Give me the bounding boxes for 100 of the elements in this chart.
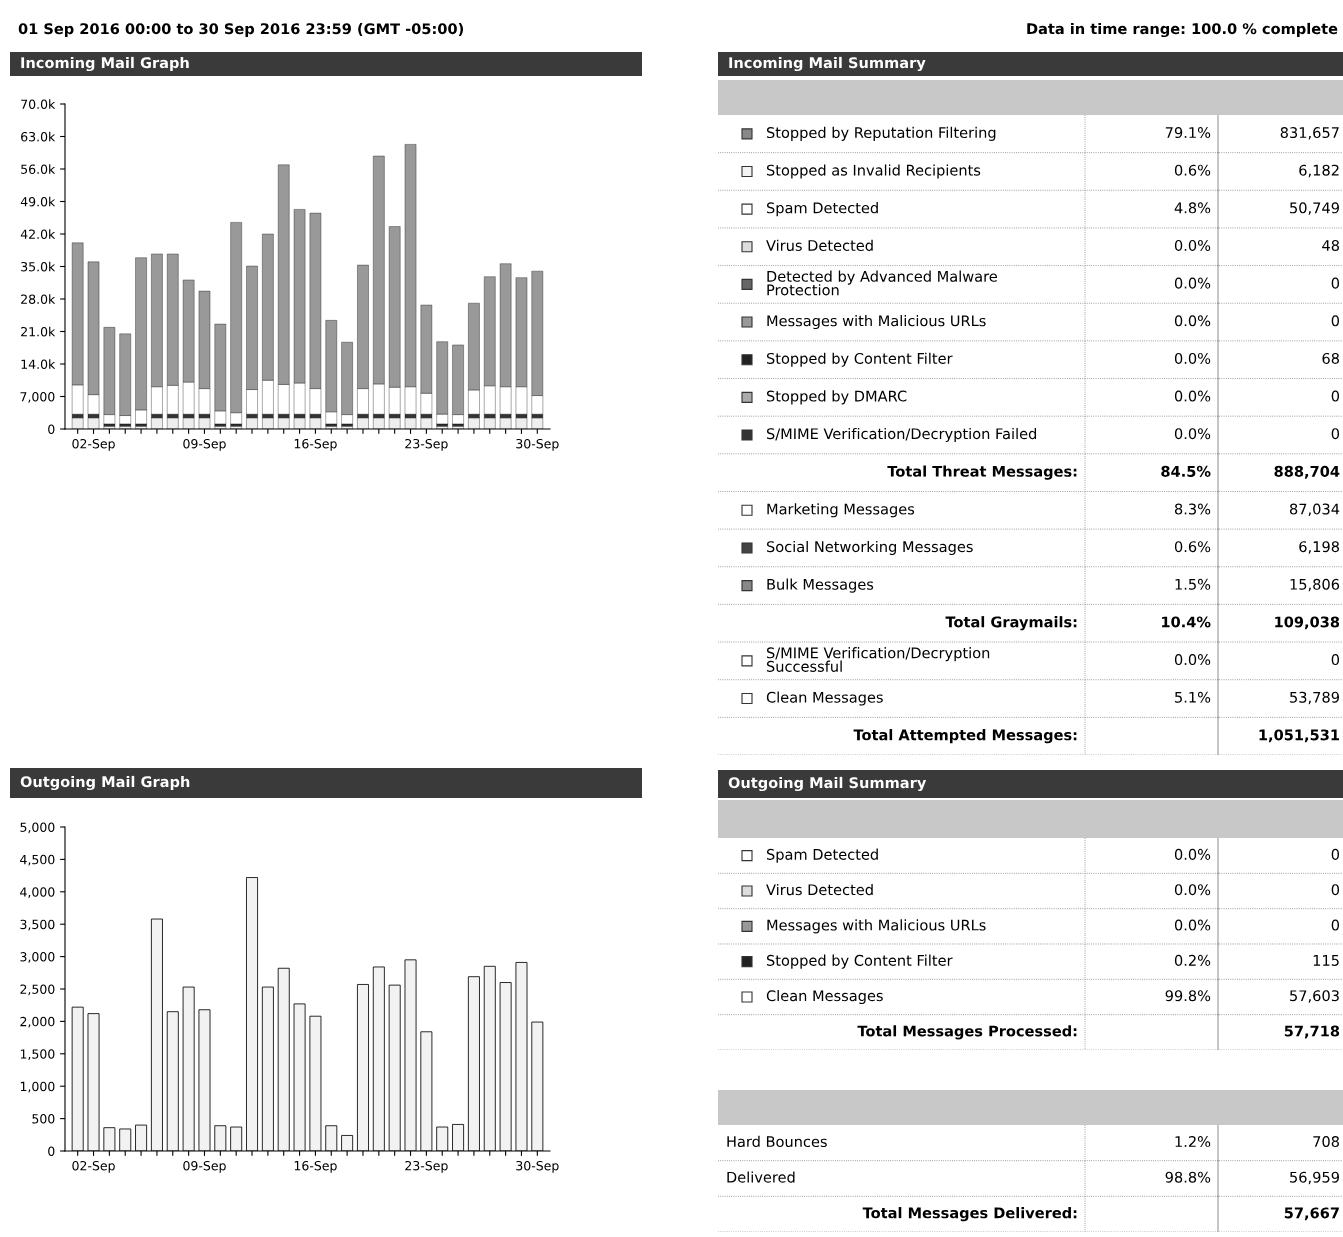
category-label: Stopped by Content Filter bbox=[766, 352, 953, 367]
text: 1.5% bbox=[1175, 578, 1211, 590]
category-label: Stopped by Reputation Filtering bbox=[766, 126, 996, 141]
text: 48 bbox=[1322, 239, 1339, 251]
text: 115 bbox=[1313, 955, 1339, 966]
text: 0.0% bbox=[1174, 654, 1211, 666]
y-tick-label: 14.0k bbox=[21, 359, 56, 369]
category-label: Messages with Malicious URLs bbox=[767, 315, 986, 330]
text: 109,038 bbox=[1275, 616, 1340, 630]
y-tick-label: 42.0k bbox=[20, 229, 56, 239]
text: 0 bbox=[1331, 428, 1340, 440]
y-tick-label: 35.0k bbox=[21, 261, 56, 272]
chart-title: Outgoing Mail Graph bbox=[20, 775, 190, 791]
text: 6,198 bbox=[1299, 541, 1339, 554]
category-label: Clean Messages bbox=[766, 989, 883, 1005]
text: 0.0% bbox=[1174, 352, 1211, 364]
text: Outgoing Mail Summary bbox=[728, 776, 927, 792]
category-label: Messages with Malicious URLs bbox=[767, 919, 986, 934]
text: 0 bbox=[1331, 919, 1340, 931]
y-tick-label: 1,000 bbox=[20, 1081, 55, 1093]
x-tick-label: 16-Sep bbox=[294, 1160, 337, 1173]
text: 0.6% bbox=[1174, 541, 1211, 553]
text: 0 bbox=[1331, 390, 1340, 402]
y-tick-label: 49.0k bbox=[20, 196, 56, 207]
text: 84.5% bbox=[1161, 465, 1211, 477]
x-tick-label: 23-Sep bbox=[405, 1160, 448, 1173]
category-label: Total Messages Processed: bbox=[857, 1025, 1077, 1040]
y-tick-label: 4,000 bbox=[20, 887, 55, 898]
text: 98.8% bbox=[1165, 1171, 1211, 1183]
x-tick-label: 30-Sep bbox=[516, 1160, 559, 1173]
text: 0 bbox=[1331, 315, 1340, 327]
category-label: Bulk Messages bbox=[767, 578, 874, 593]
text: 0 bbox=[1331, 277, 1340, 289]
y-tick-label: 500 bbox=[32, 1114, 55, 1124]
text: 6,182 bbox=[1299, 164, 1339, 178]
text: 1.2% bbox=[1175, 1136, 1211, 1148]
x-tick-label: 09-Sep bbox=[183, 438, 226, 451]
text: 0.0% bbox=[1174, 848, 1211, 860]
text: 0.0% bbox=[1174, 428, 1211, 440]
category-label: Stopped by DMARC bbox=[766, 390, 907, 405]
category-label: Stopped as Invalid Recipients bbox=[766, 164, 981, 179]
text: 0.0% bbox=[1174, 919, 1211, 931]
x-tick-label: 23-Sep bbox=[405, 438, 448, 451]
text: Data in time range: 100.0 % complete bbox=[1027, 22, 1338, 38]
category-label: Marketing Messages bbox=[767, 503, 915, 518]
text: 4.8% bbox=[1174, 202, 1211, 214]
y-tick-label: 5,000 bbox=[20, 822, 55, 834]
text: 0.0% bbox=[1174, 239, 1211, 251]
y-tick-label: 0 bbox=[48, 424, 55, 434]
category-label: Virus Detected bbox=[766, 883, 873, 896]
category-label: Spam Detected bbox=[766, 848, 878, 863]
y-tick-label: 28.0k bbox=[21, 294, 56, 304]
y-tick-label: 3,000 bbox=[20, 952, 55, 963]
category-label: Social Networking Messages bbox=[766, 540, 973, 555]
text: 79.1% bbox=[1165, 127, 1211, 139]
text: 0.0% bbox=[1174, 884, 1211, 896]
category-label: Detected by Advanced Malware Protection bbox=[767, 270, 997, 296]
text: 87,034 bbox=[1289, 503, 1340, 517]
category-label: Total Threat Messages: bbox=[887, 465, 1077, 480]
y-tick-label: 21.0k bbox=[21, 326, 56, 337]
category-label: S/MIME Verification/Decryption Failed bbox=[766, 427, 1037, 443]
y-tick-label: 7,000 bbox=[20, 391, 55, 403]
text: Incoming Mail Summary bbox=[729, 56, 926, 72]
text: 831,657 bbox=[1280, 127, 1339, 140]
text: 0.0% bbox=[1174, 390, 1211, 402]
y-tick-label: 70.0k bbox=[21, 99, 56, 109]
text: 99.8% bbox=[1165, 990, 1211, 1002]
chart-title: Incoming Mail Graph bbox=[21, 56, 189, 72]
y-tick-label: 63.0k bbox=[21, 131, 56, 142]
category-label: Stopped by Content Filter bbox=[766, 954, 953, 969]
text: 0 bbox=[1331, 848, 1340, 860]
text: 15,806 bbox=[1290, 578, 1340, 592]
text: 0.2% bbox=[1174, 954, 1211, 966]
y-tick-label: 2,500 bbox=[20, 984, 55, 996]
x-tick-label: 30-Sep bbox=[516, 438, 559, 451]
x-tick-label: 02-Sep bbox=[72, 1160, 115, 1173]
text: 56,959 bbox=[1290, 1171, 1339, 1185]
category-label: Spam Detected bbox=[766, 202, 878, 217]
text: 0.6% bbox=[1174, 164, 1211, 176]
text: 0 bbox=[1331, 884, 1340, 896]
text: 8.3% bbox=[1174, 503, 1211, 515]
y-tick-label: 0 bbox=[48, 1146, 55, 1156]
y-tick-label: 4,500 bbox=[20, 854, 55, 866]
text: 5.1% bbox=[1175, 691, 1211, 703]
category-label: Delivered bbox=[727, 1171, 795, 1183]
y-tick-label: 1,500 bbox=[20, 1049, 55, 1060]
text: 01 Sep 2016 00:00 to 30 Sep 2016 23:59 (GMT -05:00) bbox=[18, 22, 464, 38]
x-tick-label: 09-Sep bbox=[183, 1160, 226, 1173]
x-tick-label: 02-Sep bbox=[72, 438, 115, 451]
text: 0.0% bbox=[1174, 277, 1211, 289]
y-tick-label: 56.0k bbox=[21, 164, 56, 174]
text: 68 bbox=[1322, 352, 1339, 364]
text: 10.4% bbox=[1162, 616, 1211, 628]
y-tick-label: 2,000 bbox=[20, 1016, 55, 1028]
text: 708 bbox=[1313, 1136, 1339, 1148]
text: 0 bbox=[1331, 654, 1340, 666]
category-label: Total Attempted Messages: bbox=[853, 729, 1077, 744]
text: 57,603 bbox=[1290, 990, 1339, 1003]
text: 50,749 bbox=[1290, 202, 1339, 215]
text: 57,667 bbox=[1284, 1207, 1339, 1221]
